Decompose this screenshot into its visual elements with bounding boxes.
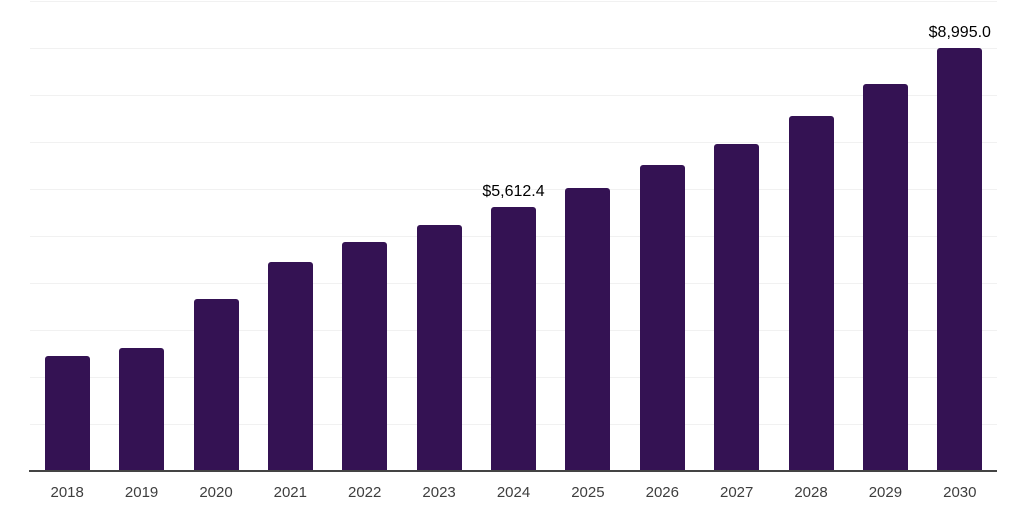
gridline-10000 [30, 1, 997, 2]
bar-2020[interactable] [193, 299, 239, 471]
x-tick-2030: 2030 [943, 484, 977, 501]
value-label-2024: $5,612.4 [482, 183, 545, 201]
x-tick-2026: 2026 [645, 484, 679, 501]
bar-2027[interactable] [714, 144, 760, 471]
bar-2024[interactable] [491, 207, 536, 471]
x-tick-2022: 2022 [348, 484, 382, 501]
bar-2023[interactable] [416, 225, 462, 471]
bar-2021[interactable] [267, 262, 313, 471]
bar-2025[interactable] [565, 188, 611, 471]
bar-2030[interactable] [937, 48, 983, 471]
x-tick-2020: 2020 [199, 484, 233, 501]
x-tick-2019: 2019 [124, 484, 159, 501]
x-tick-2021: 2021 [273, 484, 307, 501]
x-axis-line [29, 470, 997, 472]
gridline-7000 [30, 142, 997, 143]
x-tick-2025: 2025 [571, 484, 605, 501]
x-tick-2018: 2018 [50, 484, 84, 501]
gridline-6000 [30, 189, 997, 190]
bar-2018[interactable] [44, 356, 90, 471]
x-tick-2024: 2024 [496, 484, 531, 501]
value-label-2030: $8,995.0 [928, 24, 991, 42]
x-tick-2029: 2029 [868, 484, 903, 501]
x-tick-2023: 2023 [422, 484, 456, 501]
bar-2019[interactable] [119, 348, 165, 471]
bar-2026[interactable] [639, 165, 685, 471]
gridline-8000 [30, 95, 997, 96]
x-tick-2028: 2028 [794, 484, 828, 501]
bar-2022[interactable] [342, 242, 388, 471]
bar-2028[interactable] [788, 116, 834, 471]
gridline-9000 [30, 48, 997, 49]
bar-2029[interactable] [862, 84, 908, 471]
x-tick-2027: 2027 [720, 484, 754, 501]
